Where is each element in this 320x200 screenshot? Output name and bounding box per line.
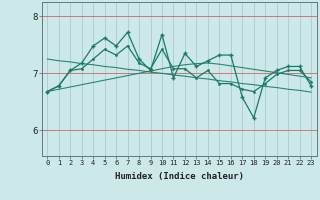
X-axis label: Humidex (Indice chaleur): Humidex (Indice chaleur): [115, 172, 244, 181]
